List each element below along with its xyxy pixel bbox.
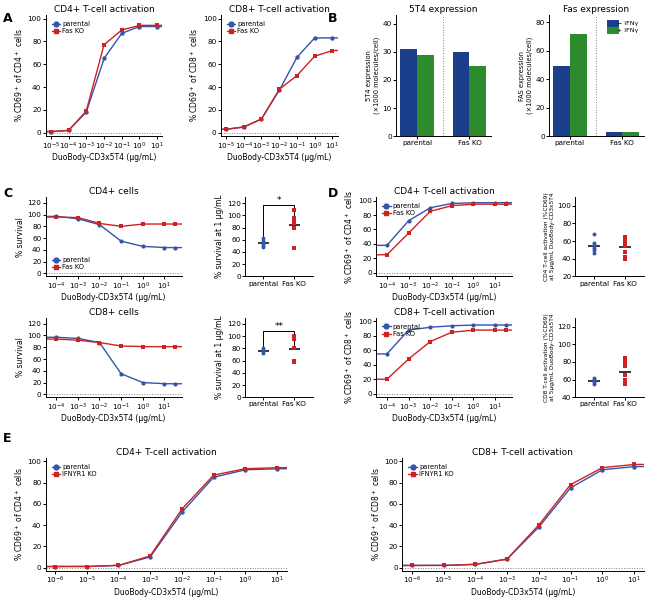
- Y-axis label: 5T4 expression
(×1000 molecules/cell): 5T4 expression (×1000 molecules/cell): [366, 37, 380, 114]
- Point: [272, 463, 282, 472]
- Bar: [417, 54, 434, 136]
- Point: [407, 561, 417, 570]
- Point: [619, 353, 630, 362]
- Point: [589, 229, 599, 239]
- X-axis label: DuoBody-CD3x5T4 (μg/mL): DuoBody-CD3x5T4 (μg/mL): [61, 414, 166, 423]
- Point: [274, 86, 285, 95]
- Point: [81, 562, 92, 571]
- Point: [468, 320, 478, 330]
- Point: [289, 344, 300, 353]
- Point: [116, 25, 127, 35]
- Point: [240, 464, 251, 474]
- Point: [470, 559, 480, 569]
- Y-axis label: % CD69$^+$ of CD4$^+$ cells: % CD69$^+$ of CD4$^+$ cells: [344, 190, 356, 283]
- X-axis label: DuoBody-CD3x5T4 (μg/mL): DuoBody-CD3x5T4 (μg/mL): [227, 153, 332, 162]
- Point: [619, 375, 630, 385]
- Point: [589, 373, 599, 383]
- Point: [256, 114, 266, 124]
- Point: [566, 480, 576, 489]
- Point: [629, 460, 639, 469]
- Text: B: B: [328, 12, 338, 25]
- Point: [619, 376, 630, 386]
- Point: [272, 464, 282, 474]
- Point: [382, 250, 392, 260]
- Point: [73, 335, 83, 345]
- Point: [629, 461, 639, 471]
- Point: [382, 349, 392, 359]
- Point: [258, 345, 268, 355]
- Y-axis label: % survival: % survival: [16, 338, 25, 378]
- Point: [113, 561, 124, 570]
- Y-axis label: FAS expression
(×1000 molecules/cell): FAS expression (×1000 molecules/cell): [519, 37, 532, 114]
- Point: [209, 471, 219, 480]
- Point: [145, 551, 155, 561]
- Point: [159, 219, 170, 229]
- Legend: parental, Fas KO: parental, Fas KO: [49, 254, 93, 273]
- Y-axis label: % CD69$^+$ of CD8$^+$ cells: % CD69$^+$ of CD8$^+$ cells: [344, 310, 356, 405]
- Point: [138, 242, 148, 251]
- Point: [597, 463, 608, 472]
- Point: [152, 22, 162, 31]
- Point: [94, 338, 105, 347]
- Title: CD4+ T-cell activation: CD4+ T-cell activation: [53, 5, 154, 14]
- Y-axis label: % CD69$^+$ of CD8$^+$ cells: % CD69$^+$ of CD8$^+$ cells: [370, 467, 382, 561]
- Point: [619, 362, 630, 371]
- Point: [152, 21, 162, 30]
- Legend: parental, Fas KO: parental, Fas KO: [224, 19, 268, 37]
- Point: [438, 561, 448, 570]
- Bar: [400, 49, 417, 136]
- Point: [116, 341, 126, 351]
- Title: CD4+ T-cell activation: CD4+ T-cell activation: [116, 448, 216, 457]
- Text: D: D: [328, 187, 339, 201]
- Point: [94, 219, 105, 228]
- Point: [447, 327, 457, 337]
- Point: [425, 207, 436, 216]
- Point: [382, 240, 392, 250]
- Point: [116, 369, 126, 379]
- Point: [289, 243, 300, 253]
- Point: [170, 243, 180, 252]
- Point: [589, 379, 599, 389]
- Y-axis label: % CD69$^+$ of CD4$^+$ cells: % CD69$^+$ of CD4$^+$ cells: [13, 467, 25, 561]
- Point: [221, 124, 231, 134]
- Bar: [570, 34, 587, 136]
- Point: [619, 232, 630, 242]
- Point: [113, 561, 124, 570]
- Point: [135, 22, 145, 31]
- Point: [94, 338, 105, 347]
- Point: [489, 199, 500, 209]
- Point: [289, 335, 300, 344]
- Point: [489, 198, 500, 208]
- Point: [73, 214, 83, 223]
- Point: [258, 233, 268, 243]
- Point: [138, 378, 148, 387]
- Point: [221, 124, 231, 134]
- Point: [566, 483, 576, 493]
- Point: [159, 342, 170, 352]
- Bar: [553, 66, 570, 136]
- Point: [63, 126, 73, 135]
- Point: [589, 245, 599, 255]
- Title: CD8+ T-cell activation: CD8+ T-cell activation: [229, 5, 330, 14]
- Y-axis label: CD8 T-cell activation (%CD69)
at 5μg/mL DuoBody-CD3x5T4: CD8 T-cell activation (%CD69) at 5μg/mL …: [544, 313, 554, 402]
- Point: [292, 71, 302, 80]
- Point: [619, 240, 630, 250]
- Point: [468, 198, 478, 208]
- Point: [589, 249, 599, 259]
- Point: [99, 40, 109, 50]
- Point: [239, 122, 249, 132]
- Point: [500, 198, 511, 208]
- Point: [73, 213, 83, 222]
- Point: [289, 357, 300, 367]
- Point: [447, 199, 457, 208]
- Point: [619, 379, 630, 389]
- Point: [177, 504, 187, 514]
- Title: 5T4 expression: 5T4 expression: [409, 5, 478, 14]
- Point: [407, 561, 417, 570]
- Point: [327, 33, 337, 43]
- Point: [425, 323, 436, 332]
- Point: [258, 344, 268, 353]
- Point: [309, 51, 320, 61]
- Point: [116, 28, 127, 38]
- Point: [256, 114, 266, 124]
